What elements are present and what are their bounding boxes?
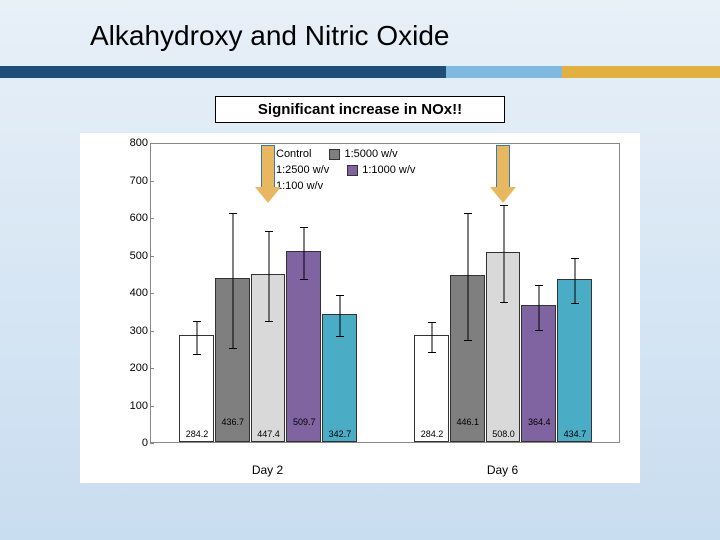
bar-value-label: 447.4 (257, 429, 280, 439)
bar-value-label: 342.7 (329, 429, 352, 439)
arrow-head (255, 187, 281, 203)
legend-row: 1:2500 w/v 1:1000 w/v (261, 164, 433, 180)
error-bar (539, 285, 540, 330)
accent-navy (0, 66, 446, 78)
error-cap (428, 352, 436, 353)
y-tick-mark (150, 293, 154, 294)
bar-value-label: 509.7 (293, 417, 316, 427)
error-bar (304, 227, 305, 280)
legend-label: 1:100 w/v (276, 180, 323, 192)
plot-area: Control 1:5000 w/v 1:2500 w/v 1:1000 w/v 1:1… (150, 143, 620, 443)
y-tick-mark (150, 256, 154, 257)
y-tick-mark (150, 406, 154, 407)
legend-row: Control 1:5000 w/v (261, 148, 433, 164)
error-cap (193, 321, 201, 322)
bar-value-label: 434.7 (564, 429, 587, 439)
arrow-down-icon (492, 145, 514, 203)
bar-value-label: 508.0 (492, 429, 515, 439)
y-tick-mark (150, 331, 154, 332)
error-bar (339, 295, 340, 336)
y-tick-label: 700 (120, 175, 148, 187)
legend-item: 1:1000 w/v (347, 164, 415, 176)
accent-light (446, 66, 561, 78)
legend-item: 1:5000 w/v (329, 148, 397, 160)
arrow-head (490, 187, 516, 203)
legend-label: 1:1000 w/v (362, 164, 415, 176)
error-cap (229, 213, 237, 214)
bar-value-label: 446.1 (457, 417, 480, 427)
y-tick-mark (150, 218, 154, 219)
error-bar (268, 231, 269, 321)
y-tick-label: 400 (120, 287, 148, 299)
y-tick-mark (150, 143, 154, 144)
error-bar (503, 205, 504, 303)
legend: Control 1:5000 w/v 1:2500 w/v 1:1000 w/v 1:1… (261, 148, 433, 196)
y-tick-label: 200 (120, 362, 148, 374)
accent-gold (562, 66, 720, 78)
error-cap (500, 302, 508, 303)
error-bar (467, 213, 468, 341)
bar-value-label: 364.4 (528, 417, 551, 427)
page-title: Alkahydroxy and Nitric Oxide (90, 20, 720, 52)
callout-box: Significant increase in NOx!! (215, 96, 505, 123)
x-tick-label: Day 6 (487, 463, 518, 477)
accent-bar (0, 66, 720, 78)
error-cap (535, 330, 543, 331)
error-cap (193, 354, 201, 355)
error-bar (232, 213, 233, 348)
bar-value-label: 284.2 (186, 429, 209, 439)
y-tick-label: 100 (120, 400, 148, 412)
error-cap (571, 258, 579, 259)
error-cap (535, 285, 543, 286)
y-tick-mark (150, 181, 154, 182)
error-cap (300, 279, 308, 280)
error-bar (432, 322, 433, 352)
error-cap (265, 321, 273, 322)
y-tick-label: 0 (120, 437, 148, 449)
error-cap (229, 348, 237, 349)
error-cap (464, 213, 472, 214)
legend-label: Control (276, 148, 311, 160)
y-tick-label: 300 (120, 325, 148, 337)
legend-row: 1:100 w/v (261, 180, 433, 196)
error-bar (197, 321, 198, 355)
y-tick-label: 800 (120, 137, 148, 149)
x-tick-label: Day 2 (252, 463, 283, 477)
legend-swatch (347, 165, 358, 176)
y-tick-mark (150, 443, 154, 444)
arrow-down-icon (257, 145, 279, 203)
legend-label: 1:5000 w/v (344, 148, 397, 160)
y-tick-label: 600 (120, 212, 148, 224)
y-tick-mark (150, 368, 154, 369)
title-area: Alkahydroxy and Nitric Oxide (0, 0, 720, 60)
error-cap (265, 231, 273, 232)
arrow-shaft (496, 145, 510, 187)
error-cap (300, 227, 308, 228)
error-cap (336, 336, 344, 337)
error-cap (571, 303, 579, 304)
bar-value-label: 436.7 (222, 417, 245, 427)
error-bar (574, 258, 575, 303)
bar-value-label: 284.2 (421, 429, 444, 439)
error-cap (464, 340, 472, 341)
error-cap (500, 205, 508, 206)
legend-swatch (329, 149, 340, 160)
arrow-shaft (261, 145, 275, 187)
legend-label: 1:2500 w/v (276, 164, 329, 176)
error-cap (336, 295, 344, 296)
error-cap (428, 322, 436, 323)
chart: NOx (umol/L/mg protein) Control1:5000 w/… (80, 133, 640, 483)
y-tick-label: 500 (120, 250, 148, 262)
